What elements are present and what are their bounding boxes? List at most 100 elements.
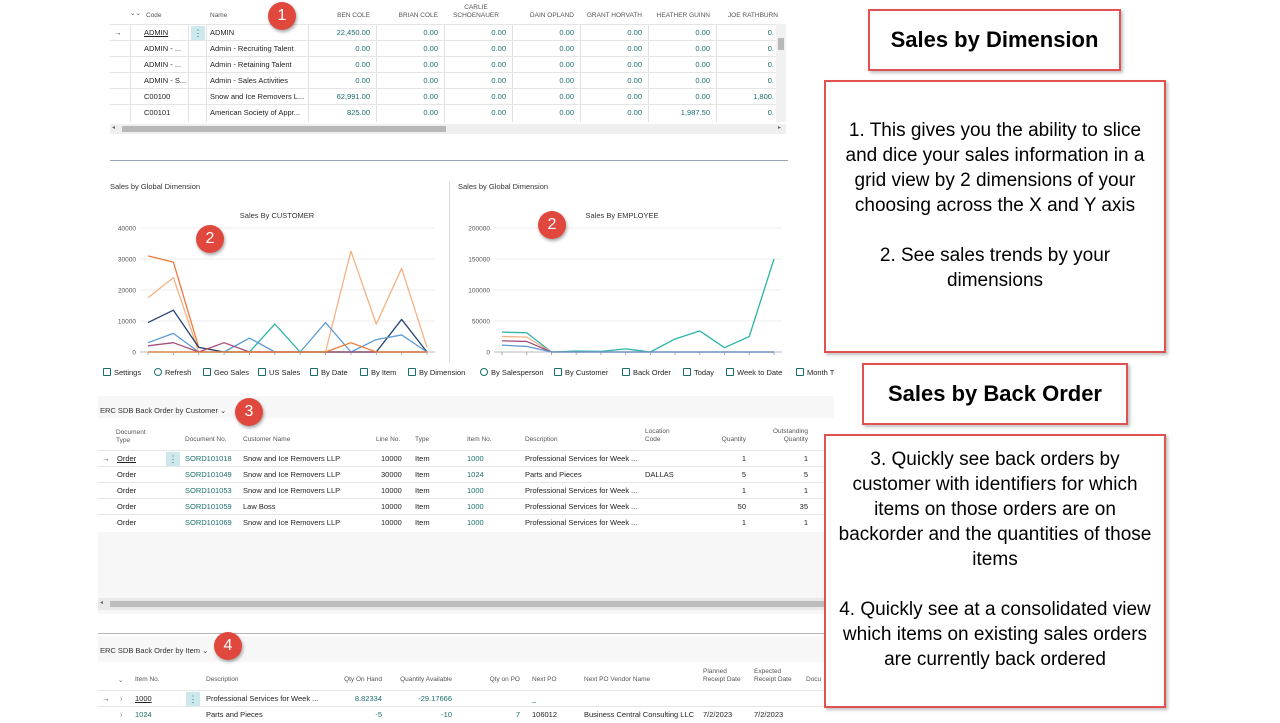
qty-on-po[interactable]: 7 xyxy=(515,710,520,719)
month-to-date-action[interactable]: Month T xyxy=(796,366,834,380)
doc-no[interactable]: SORD101049 xyxy=(185,470,232,479)
doc-no[interactable]: SORD101018 xyxy=(185,454,232,463)
cell[interactable]: 0.00 xyxy=(355,60,370,69)
cell[interactable]: 0. xyxy=(767,108,774,117)
cell[interactable]: 0.00 xyxy=(423,60,438,69)
cell[interactable]: 0. xyxy=(767,44,774,53)
table-row[interactable]: ADMIN - ... Admin - Retaining Talent 0.0… xyxy=(110,56,776,73)
row-code[interactable]: ADMIN - S... xyxy=(144,76,186,85)
cell[interactable]: 0.00 xyxy=(559,76,574,85)
horizontal-scrollbar[interactable]: ◂ xyxy=(98,598,834,610)
cell[interactable]: 0.00 xyxy=(627,108,642,117)
cell[interactable]: 0.00 xyxy=(695,44,710,53)
col-code-header[interactable]: Code xyxy=(146,12,162,19)
row-code[interactable]: C00100 xyxy=(144,92,171,101)
cell[interactable]: 0.00 xyxy=(627,76,642,85)
qty-on-hand[interactable]: -5 xyxy=(375,710,382,719)
cell[interactable]: 0.00 xyxy=(491,108,506,117)
cell[interactable]: 62,991.00 xyxy=(336,92,370,101)
cell[interactable]: 0.00 xyxy=(423,44,438,53)
row-menu-icon[interactable]: ⋮ xyxy=(191,26,205,40)
qty-on-po[interactable] xyxy=(472,691,520,707)
col-header[interactable]: DAIN OPLAND xyxy=(529,12,574,19)
cell[interactable]: 0.00 xyxy=(491,60,506,69)
cell[interactable]: 1,987.50 xyxy=(680,108,710,117)
col-header[interactable]: Location Code xyxy=(645,428,670,443)
doc-type[interactable]: Order xyxy=(117,486,137,495)
by-customer-action[interactable]: By Customer xyxy=(554,366,608,380)
col-header[interactable]: Next PO Vendor Name xyxy=(584,676,651,683)
col-header[interactable]: Qty On Hand xyxy=(344,676,382,683)
col-header[interactable]: Description xyxy=(206,676,239,683)
table-row[interactable]: ADMIN - ... Admin - Recruiting Talent 0.… xyxy=(110,40,776,57)
by-date-action[interactable]: By Date xyxy=(310,366,348,380)
row-code[interactable]: ADMIN - ... xyxy=(144,60,182,69)
cell[interactable]: 0.00 xyxy=(627,60,642,69)
cell[interactable]: 0. xyxy=(767,76,774,85)
panel-title[interactable]: ERC SDB Back Order by Customer ⌄ xyxy=(100,406,227,415)
cell[interactable]: 0.00 xyxy=(695,92,710,101)
doc-type[interactable]: Order xyxy=(117,502,137,511)
col-header[interactable]: Quantity Available xyxy=(400,676,452,683)
horizontal-scrollbar[interactable]: ◂ ▸ xyxy=(110,124,786,134)
us-sales-action[interactable]: US Sales xyxy=(258,366,300,380)
cell[interactable]: 0.00 xyxy=(491,76,506,85)
settings-action[interactable]: Settings xyxy=(103,366,141,380)
refresh-action[interactable]: Refresh xyxy=(154,366,191,380)
cell[interactable]: 0.00 xyxy=(559,44,574,53)
qty-available[interactable]: -10 xyxy=(441,710,452,719)
cell[interactable]: 825.00 xyxy=(347,108,370,117)
cell[interactable]: 0.00 xyxy=(491,92,506,101)
back-order-action[interactable]: Back Order xyxy=(622,366,671,380)
cell[interactable]: 0.00 xyxy=(627,92,642,101)
col-header[interactable]: GRANT HORVATH xyxy=(586,12,642,19)
today-action[interactable]: Today xyxy=(683,366,714,380)
col-header[interactable]: Next PO xyxy=(532,676,557,683)
cell[interactable]: 0.00 xyxy=(559,108,574,117)
col-header[interactable]: Quantity xyxy=(721,436,746,443)
table-row[interactable]: C00101 American Society of Appr... 825.0… xyxy=(110,104,776,121)
col-header[interactable]: Line No. xyxy=(376,436,401,443)
row-code[interactable]: C00101 xyxy=(144,108,171,117)
cell[interactable]: 1,800. xyxy=(753,92,774,101)
next-po[interactable]: _ xyxy=(532,694,537,703)
col-header[interactable]: Document Type xyxy=(116,429,146,444)
table-row[interactable]: Order SORD101049 Snow and Ice Removers L… xyxy=(98,466,834,483)
cell[interactable]: 0.00 xyxy=(559,60,574,69)
week-to-date-action[interactable]: Week to Date xyxy=(726,366,782,380)
item-no[interactable]: 1024 xyxy=(135,710,152,719)
doc-no[interactable]: SORD101053 xyxy=(185,486,232,495)
panel-title[interactable]: ERC SDB Back Order by Item ⌄ xyxy=(100,646,209,655)
col-header[interactable]: Document No. xyxy=(185,436,227,443)
col-header[interactable]: BEN COLE xyxy=(337,12,370,19)
col-header[interactable]: Docu xyxy=(806,676,822,683)
doc-no[interactable]: SORD101059 xyxy=(185,502,232,511)
item-no[interactable]: 1000 xyxy=(467,502,484,511)
scroll-left-icon[interactable]: ◂ xyxy=(112,125,116,131)
cell[interactable]: 22,450.00 xyxy=(336,28,370,37)
item-no[interactable]: 1024 xyxy=(467,470,484,479)
cell[interactable]: 0. xyxy=(767,28,774,37)
cell[interactable]: 0.00 xyxy=(423,92,438,101)
expand-chevron-icon[interactable]: › xyxy=(120,694,123,703)
col-header[interactable]: Customer Name xyxy=(243,436,291,443)
by-item-action[interactable]: By Item xyxy=(360,366,396,380)
by-salesperson-action[interactable]: By Salesperson xyxy=(480,366,544,380)
col-header[interactable]: Item No. xyxy=(467,436,492,443)
qty-on-hand[interactable]: 8.82334 xyxy=(354,694,382,703)
table-row[interactable]: Order SORD101053 Snow and Ice Removers L… xyxy=(98,482,834,499)
table-row[interactable]: → › 1000 ⋮ Professional Services for Wee… xyxy=(98,690,834,707)
cell[interactable]: 0.00 xyxy=(355,44,370,53)
cell[interactable]: 0.00 xyxy=(491,44,506,53)
col-header[interactable]: Planned Receipt Date xyxy=(703,668,741,683)
cell[interactable]: 0.00 xyxy=(627,44,642,53)
item-no[interactable]: 1000 xyxy=(135,694,152,703)
col-header[interactable]: Item No. xyxy=(135,676,160,683)
item-no[interactable]: 1000 xyxy=(467,518,484,527)
cell[interactable]: 0.00 xyxy=(423,28,438,37)
qty-available[interactable]: -29.17666 xyxy=(418,694,452,703)
cell[interactable]: 0.00 xyxy=(695,60,710,69)
table-row[interactable]: Order SORD101059 Law Boss 10000 Item 100… xyxy=(98,498,834,515)
row-code[interactable]: ADMIN xyxy=(144,28,169,37)
scroll-left-icon[interactable]: ◂ xyxy=(100,600,104,606)
